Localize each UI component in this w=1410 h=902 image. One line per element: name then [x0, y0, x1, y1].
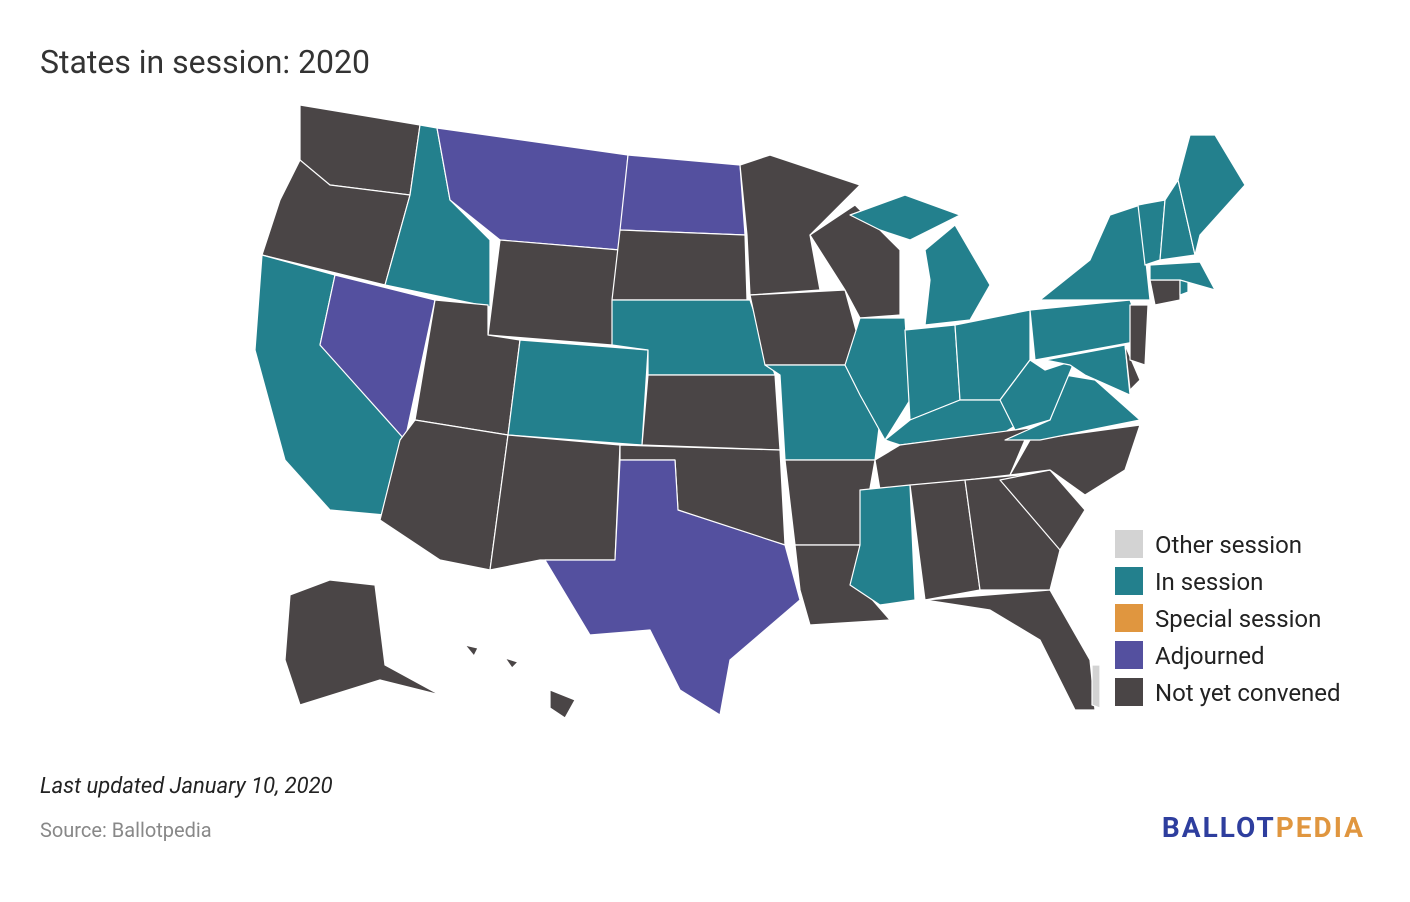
state [504, 657, 519, 669]
state [489, 434, 621, 571]
state [487, 239, 621, 346]
legend-swatch [1115, 530, 1143, 558]
logo-part: BALLOT [1162, 811, 1276, 844]
state [849, 484, 916, 606]
state [924, 224, 991, 326]
state [1129, 304, 1149, 366]
legend-label: Other session [1155, 531, 1302, 559]
state [874, 427, 1031, 491]
state [739, 154, 861, 296]
states [254, 104, 1246, 719]
legend: Other session In session Special session Ad… [1115, 530, 1341, 707]
state [849, 194, 961, 241]
title: States in session: 2020 [40, 43, 370, 81]
legend-swatch [1115, 604, 1143, 632]
state [999, 469, 1086, 551]
state [1177, 134, 1246, 256]
state [544, 459, 801, 716]
state [1039, 204, 1151, 301]
state [464, 644, 479, 657]
legend-swatch [1115, 567, 1143, 595]
legend-label: Not yet convened [1155, 679, 1341, 707]
state [1044, 344, 1131, 396]
state [749, 289, 861, 366]
state [1124, 344, 1141, 391]
logo-part: PEDIA [1276, 811, 1365, 844]
state [924, 589, 1096, 711]
legend-swatch [1115, 641, 1143, 669]
state [809, 204, 901, 319]
state [507, 339, 649, 446]
state [549, 689, 576, 719]
updated-note: Last updated January 10, 2020 [40, 774, 333, 799]
state [1149, 261, 1216, 291]
legend-label: Special session [1155, 605, 1321, 633]
legend-swatch [1115, 678, 1143, 706]
state [641, 374, 781, 451]
state [1091, 664, 1101, 709]
state [619, 154, 746, 236]
legend-label: Adjourned [1155, 642, 1265, 670]
state [1149, 279, 1181, 306]
legend-label: In session [1155, 568, 1263, 596]
state [964, 474, 1061, 591]
state [611, 229, 748, 301]
source: Source: Ballotpedia [40, 818, 212, 842]
logo: BALLOTPEDIA [1162, 811, 1365, 844]
state [379, 419, 509, 571]
state [284, 579, 441, 706]
